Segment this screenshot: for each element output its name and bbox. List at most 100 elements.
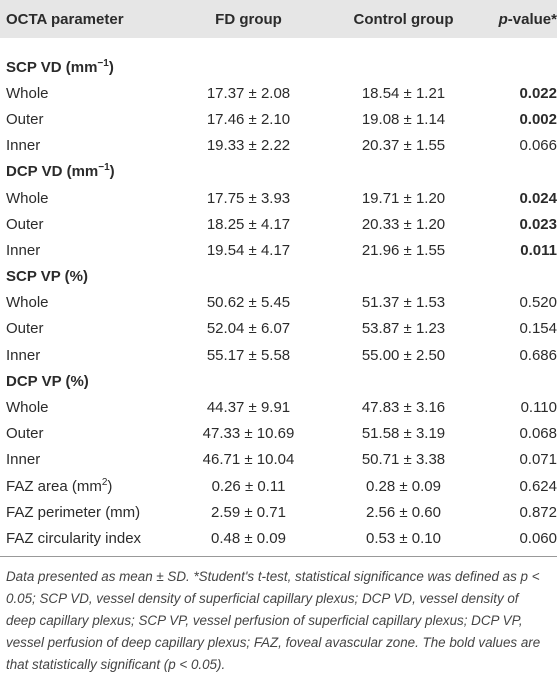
superscript: −1 [98,162,110,174]
p-cell: 0.060 [486,525,557,557]
control-value: 47.83 ± 3.16 [361,399,446,417]
control-value: 2.56 ± 0.60 [366,503,441,521]
control-cell: 20.33 ± 1.20 [321,211,486,237]
section-row: SCP VP (%) [0,264,557,290]
label-cell: Whole [0,394,176,420]
data-row: Whole 44.37 ± 9.91 47.83 ± 3.16 0.110 [0,394,557,420]
control-value: 51.37 ± 1.53 [361,294,446,312]
p-value: 0.110 [520,399,557,417]
control-value: 21.96 ± 1.55 [361,241,446,259]
label-cell: SCP VD (mm−1) [0,38,176,80]
control-cell [321,264,486,290]
data-row: Outer 52.04 ± 6.07 53.87 ± 1.23 0.154 [0,316,557,342]
header-cell: FD group [215,10,282,28]
fd-value: 18.25 ± 4.17 [206,215,291,233]
row-label-end: ) [109,163,115,181]
control-cell [321,159,486,185]
fd-value: 50.62 ± 5.45 [206,294,291,312]
p-cell: 0.872 [486,499,557,525]
p-value: 0.686 [519,346,557,364]
control-cell: 19.71 ± 1.20 [321,185,486,211]
control-value: 50.71 ± 3.38 [361,451,446,469]
control-cell: 19.08 ± 1.14 [321,106,486,132]
fd-cell: 52.04 ± 6.07 [176,316,321,342]
row-label: SCP VD (mm [6,58,98,76]
p-cell: 0.624 [486,473,557,499]
data-table: OCTA parameter FD group Control group p-… [0,0,557,557]
header-text: -value* [507,10,557,28]
label-cell: Outer [0,316,176,342]
control-cell: 0.53 ± 0.10 [321,525,486,557]
table-body: SCP VD (mm−1) Whole 17.37 ± 2.08 18.54 ± 1.… [0,38,557,557]
p-cell: 0.520 [486,290,557,316]
p-cell [486,368,557,394]
p-cell [486,159,557,185]
section-row: SCP VD (mm−1) [0,38,557,80]
control-cell: 53.87 ± 1.23 [321,316,486,342]
p-cell: 0.024 [486,185,557,211]
p-value: 0.068 [519,425,557,443]
fd-cell [176,368,321,394]
fd-value: 44.37 ± 9.91 [206,399,291,417]
control-value: 19.71 ± 1.20 [361,189,446,207]
header-cell: p-value* [486,0,557,38]
fd-cell [176,159,321,185]
label-cell: Inner [0,237,176,263]
fd-value: 19.54 ± 4.17 [206,241,291,259]
row-label: FAZ area (mm [6,477,102,495]
p-cell [486,264,557,290]
fd-value: 17.75 ± 3.93 [206,189,291,207]
data-row: Whole 17.75 ± 3.93 19.71 ± 1.20 0.024 [0,185,557,211]
fd-cell: 19.54 ± 4.17 [176,237,321,263]
label-cell: FAZ perimeter (mm) [0,499,176,525]
control-cell: 21.96 ± 1.55 [321,237,486,263]
fd-cell [176,38,321,80]
p-cell: 0.022 [486,80,557,106]
p-cell: 0.068 [486,421,557,447]
fd-cell: 2.59 ± 0.71 [176,499,321,525]
fd-value: 17.37 ± 2.08 [206,84,291,102]
label-cell: DCP VP (%) [0,368,176,394]
row-label: Inner [6,346,41,364]
row-label: Inner [6,241,41,259]
fd-value: 55.17 ± 5.58 [206,346,291,364]
label-cell: Inner [0,342,176,368]
fd-value: 19.33 ± 2.22 [206,137,291,155]
row-label-end: ) [108,58,114,76]
superscript: 2 [101,476,108,488]
control-cell [321,368,486,394]
fd-cell: 46.71 ± 10.04 [176,447,321,473]
p-value: 0.024 [519,189,557,207]
p-value: 0.624 [519,477,557,495]
fd-cell: 50.62 ± 5.45 [176,290,321,316]
table-header: OCTA parameter FD group Control group p-… [0,0,557,38]
p-cell: 0.686 [486,342,557,368]
fd-cell: 0.48 ± 0.09 [176,525,321,557]
label-cell: Outer [0,211,176,237]
fd-cell [176,264,321,290]
row-label: Outer [6,320,44,338]
control-cell: 51.58 ± 3.19 [321,421,486,447]
fd-value: 0.48 ± 0.09 [211,529,286,547]
row-label: SCP VP (%) [6,268,88,286]
row-label: Whole [6,189,49,207]
p-value: 0.060 [519,529,557,547]
header-cell: OCTA parameter [6,10,124,28]
superscript: −1 [97,57,109,69]
data-row: Inner 55.17 ± 5.58 55.00 ± 2.50 0.686 [0,342,557,368]
control-cell: 55.00 ± 2.50 [321,342,486,368]
data-row: Outer 47.33 ± 10.69 51.58 ± 3.19 0.068 [0,421,557,447]
control-cell: 47.83 ± 3.16 [321,394,486,420]
row-label: Outer [6,215,44,233]
footnote: Data presented as mean ± SD. *Student's … [6,568,541,673]
control-cell: 0.28 ± 0.09 [321,473,486,499]
label-cell: DCP VD (mm−1) [0,159,176,185]
row-label: Inner [6,451,41,469]
control-cell: 51.37 ± 1.53 [321,290,486,316]
row-label: DCP VP (%) [6,372,89,390]
fd-cell: 55.17 ± 5.58 [176,342,321,368]
header-italic: p [498,10,508,28]
control-cell [321,38,486,80]
label-cell: FAZ area (mm2) [0,473,176,499]
